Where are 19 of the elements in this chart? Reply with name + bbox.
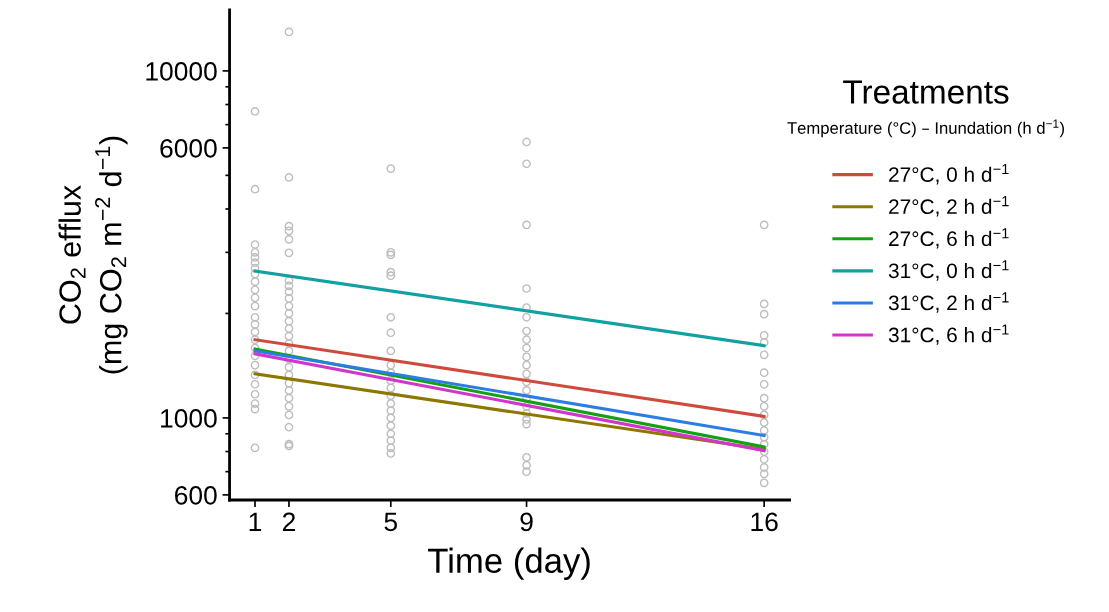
y-tick-label: 1000 (161, 409, 217, 428)
y-tick-label: 6000 (160, 139, 217, 158)
x-tick-label: 16 (751, 512, 778, 532)
legend-label: 31°C, 6 h d$^{−1}$ (888, 324, 1009, 345)
x-tick-label: 1 (249, 512, 262, 531)
x-axis-title: Time (day) (428, 547, 590, 580)
legend-title: Treatments (843, 80, 1009, 104)
annotation: Temperature (°C) – Inundation (h d$^{−1}$) (787, 119, 1064, 138)
x-tick-label: 9 (520, 512, 533, 532)
legend-label: 27°C, 2 h d$^{−1}$ (889, 196, 1009, 217)
legend-label: 27°C, 0 h d$^{−1}$ (889, 164, 1009, 185)
legend-label: 31°C, 0 h d$^{−1}$ (888, 260, 1009, 281)
text: CO$_{2}$ efflux (mg CO$_{2}$ m$^{−2}$ d$^{−1}$) (58, 136, 128, 374)
legend-label: 31°C, 2 h d$^{−1}$ (888, 292, 1009, 313)
y-tick-label: 10000 (146, 62, 217, 81)
legend-label: 27°C, 6 h d$^{−1}$ (889, 228, 1009, 249)
x-tick-label: 5 (384, 512, 398, 532)
x-tick-label: 2 (282, 512, 295, 531)
y-tick-label: 600 (175, 486, 217, 505)
